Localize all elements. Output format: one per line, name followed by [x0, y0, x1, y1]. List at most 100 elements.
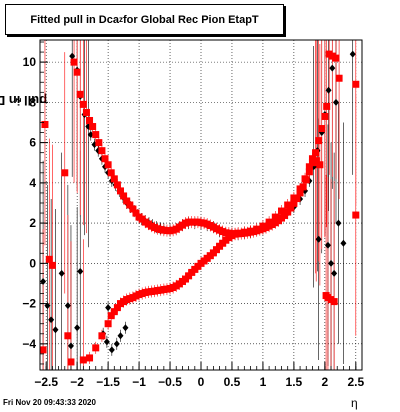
- data-point-red-105: [107, 312, 115, 320]
- x-tick-label-5: 0: [198, 375, 205, 389]
- data-point-red-7: [70, 58, 78, 66]
- data-point-black-4: [58, 269, 65, 277]
- data-point-black-6: [69, 52, 76, 60]
- data-point-red-160: [312, 157, 320, 165]
- data-point-red-26: [129, 205, 137, 213]
- data-point-red-94: [352, 80, 360, 88]
- x-tick-label-2: −1.5: [96, 375, 120, 389]
- data-point-black-68: [331, 269, 338, 277]
- data-point-red-149: [253, 225, 261, 233]
- data-point-red-80: [296, 189, 304, 197]
- data-point-red-147: [240, 228, 248, 236]
- data-point-red-13: [89, 123, 97, 131]
- data-point-black-75: [103, 338, 110, 346]
- data-point-black-79: [122, 324, 129, 332]
- data-point-red-102: [92, 344, 100, 352]
- data-point-red-1: [41, 121, 49, 129]
- data-point-red-89: [323, 102, 331, 110]
- data-point-red-93: [335, 74, 343, 82]
- data-point-red-3: [48, 261, 56, 269]
- y-tick-label-1: −2: [22, 297, 36, 311]
- data-point-red-76: [284, 208, 292, 216]
- data-point-red-8: [73, 68, 81, 76]
- x-tick-label-4: −0.5: [158, 375, 182, 389]
- y-tick-label-6: 8: [29, 95, 36, 109]
- data-point-red-17: [101, 155, 109, 163]
- data-point-red-10: [79, 100, 87, 108]
- y-tick-label-4: 4: [29, 176, 36, 190]
- data-point-red-25: [126, 201, 134, 209]
- data-point-red-21: [113, 181, 121, 189]
- chart-title-suffix: for Global Rec Pion EtapT: [122, 13, 259, 26]
- data-point-black-65: [349, 50, 356, 58]
- data-point-red-5: [64, 332, 72, 340]
- timestamp-footer: Fri Nov 20 09:43:33 2020: [3, 398, 96, 407]
- data-point-black-62: [332, 98, 339, 106]
- chart-title: Fitted pull in Dca z for Global Rec Pion …: [5, 4, 284, 35]
- y-tick-label-5: 6: [29, 136, 36, 150]
- data-point-red-15: [95, 139, 103, 147]
- data-point-red-23: [120, 192, 128, 200]
- chart-title-sub: z: [118, 15, 123, 24]
- data-point-red-83: [305, 168, 313, 176]
- data-point-red-24: [123, 197, 131, 205]
- data-point-red-6: [67, 358, 75, 366]
- data-point-red-148: [247, 227, 255, 235]
- data-point-black-61: [329, 64, 336, 72]
- data-point-red-85: [312, 149, 320, 157]
- x-tick-label-0: −2.5: [34, 375, 58, 389]
- data-point-black-73: [105, 304, 112, 312]
- data-point-red-92: [332, 54, 340, 62]
- data-point-red-101: [86, 354, 94, 362]
- data-point-red-104: [104, 320, 112, 328]
- data-point-black-78: [117, 332, 124, 340]
- data-point-red-9: [76, 90, 84, 98]
- data-point-red-91: [328, 52, 336, 60]
- data-point-red-87: [318, 125, 326, 133]
- data-point-black-60: [325, 86, 332, 94]
- data-point-red-106: [110, 308, 118, 316]
- data-point-red-27: [132, 209, 140, 217]
- data-point-black-5: [64, 302, 71, 310]
- data-point-red-95: [352, 211, 360, 219]
- data-point-red-0: [39, 346, 47, 354]
- data-point-red-151: [265, 218, 273, 226]
- y-tick-label-0: −4: [22, 337, 36, 351]
- data-point-red-150: [259, 222, 267, 230]
- data-point-black-70: [77, 267, 84, 275]
- x-tick-label-1: −2: [70, 375, 84, 389]
- y-tick-label-3: 2: [29, 216, 36, 230]
- data-point-black-3: [52, 326, 59, 334]
- data-point-black-64: [340, 239, 347, 247]
- data-point-red-88: [321, 112, 329, 120]
- data-point-red-20: [110, 175, 118, 183]
- data-point-red-146: [234, 229, 242, 237]
- data-point-black-77: [113, 340, 120, 348]
- chart-title-prefix: Fitted pull in Dca: [30, 13, 119, 26]
- data-point-red-14: [92, 131, 100, 139]
- data-point-black-66: [324, 241, 331, 249]
- data-point-red-103: [98, 332, 106, 340]
- data-point-red-4: [61, 169, 69, 177]
- data-point-red-2: [45, 255, 53, 263]
- y-tick-label-7: 10: [23, 55, 37, 69]
- data-point-black-0: [40, 277, 47, 285]
- data-point-red-161: [316, 161, 324, 169]
- data-point-red-11: [82, 108, 90, 116]
- data-point-black-63: [335, 219, 342, 227]
- data-point-black-76: [108, 346, 115, 354]
- data-point-red-107: [113, 304, 121, 312]
- data-point-red-159: [308, 155, 316, 163]
- x-tick-label-9: 2: [322, 375, 329, 389]
- data-point-black-2: [48, 316, 55, 324]
- data-point-black-72: [74, 324, 81, 332]
- data-point-red-99: [322, 292, 330, 300]
- data-point-red-86: [315, 137, 323, 145]
- x-axis-label: η: [351, 396, 358, 410]
- data-point-red-98: [330, 298, 338, 306]
- data-point-red-157: [301, 175, 309, 183]
- x-tick-label-3: −1: [132, 375, 146, 389]
- data-point-red-152: [271, 213, 279, 221]
- x-tick-label-8: 1.5: [286, 375, 303, 389]
